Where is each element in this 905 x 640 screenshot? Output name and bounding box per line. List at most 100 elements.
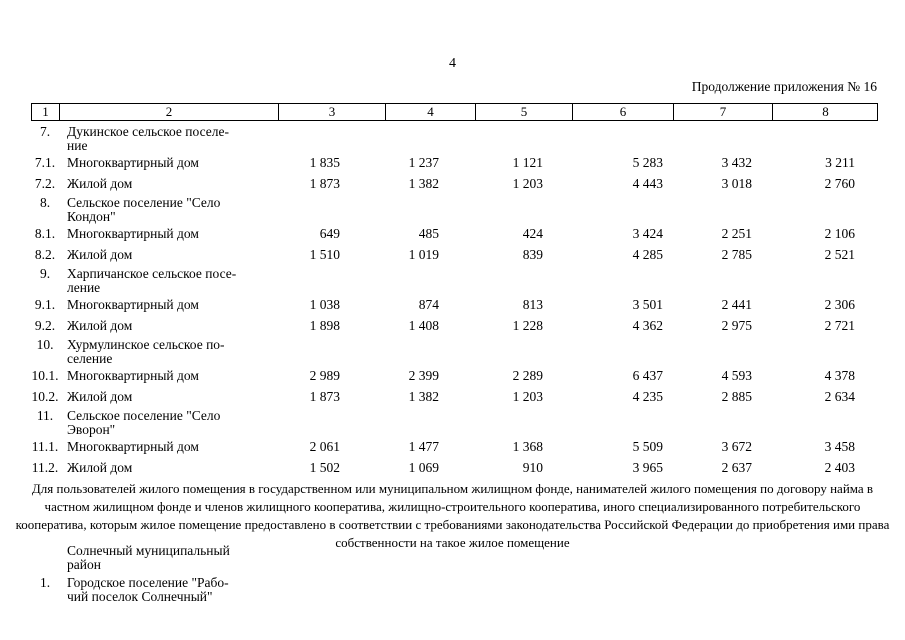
- row-label: Жилой дом: [67, 247, 133, 262]
- row-value: 3 458: [824, 439, 855, 454]
- row-value: 5 283: [632, 155, 663, 170]
- row-value: [772, 125, 877, 153]
- row-label: Многоквартирный дом: [67, 155, 199, 170]
- row-value: 2 885: [721, 389, 752, 404]
- row-value: 649: [319, 226, 340, 241]
- row-label: Жилой дом: [67, 176, 133, 191]
- row-value: [475, 196, 572, 224]
- row-value: 4 362: [632, 318, 663, 333]
- list-item-number: 1.: [39, 575, 51, 590]
- table-row: 8. Сельское поселение "Село Кондон": [31, 196, 877, 224]
- list-item-label: Солнечный муниципальный район: [67, 543, 230, 572]
- row-value: 1 019: [408, 247, 439, 262]
- row-label: Дукинское сельское поселе- ние: [67, 124, 229, 153]
- list-item-number: [31, 544, 59, 572]
- row-value: 2 399: [408, 368, 439, 383]
- row-value: 1 898: [309, 318, 340, 333]
- header-cell: 4: [386, 104, 476, 120]
- row-value: 4 235: [632, 389, 663, 404]
- row-value: [772, 196, 877, 224]
- row-value: 839: [522, 247, 543, 262]
- continuation-note: Продолжение приложения № 16: [691, 79, 877, 94]
- row-value: 3 018: [721, 176, 752, 191]
- row-value: [572, 338, 673, 366]
- row-value: [475, 125, 572, 153]
- row-value: 5 509: [632, 439, 663, 454]
- row-value: 2 721: [824, 318, 855, 333]
- row-value: [385, 338, 475, 366]
- row-label: Многоквартирный дом: [67, 226, 199, 241]
- row-value: 2 061: [309, 439, 340, 454]
- table-row: 11. Сельское поселение "Село Эворон": [31, 409, 877, 437]
- footnote-paragraph: Для пользователей жилого помещения в гос…: [15, 481, 890, 550]
- row-value: [278, 409, 385, 437]
- row-value: [572, 125, 673, 153]
- row-value: 4 378: [824, 368, 855, 383]
- row-value: 3 424: [632, 226, 663, 241]
- row-value: 2 637: [721, 460, 752, 475]
- table-row: 11.2. Жилой дом 1 502 1 069 910 3 965 2 637 2 4…: [31, 461, 877, 475]
- header-cell: 6: [573, 104, 674, 120]
- row-value: 1 873: [309, 176, 340, 191]
- row-value: 2 306: [824, 297, 855, 312]
- row-value: 1 502: [309, 460, 340, 475]
- row-label: Многоквартирный дом: [67, 297, 199, 312]
- table-row: 9.1. Многоквартирный дом 1 038 874 813 3 501 2…: [31, 298, 877, 312]
- row-value: [475, 409, 572, 437]
- bottom-list: Солнечный муниципальный район 1. Городское…: [31, 544, 877, 608]
- row-value: 1 382: [408, 176, 439, 191]
- row-value: [673, 267, 772, 295]
- table-row: 8.2. Жилой дом 1 510 1 019 839 4 285 2 785 2 52…: [31, 248, 877, 262]
- row-value: [385, 125, 475, 153]
- row-value: [572, 267, 673, 295]
- row-value: 1 228: [512, 318, 543, 333]
- row-label: Сельское поселение "Село Кондон": [67, 195, 221, 224]
- row-value: [673, 409, 772, 437]
- row-label: Жилой дом: [67, 318, 133, 333]
- table-row: 10. Хурмулинское сельское по- селение: [31, 338, 877, 366]
- table-row: 9. Харпичанское сельское посе- ление: [31, 267, 877, 295]
- row-value: [475, 267, 572, 295]
- row-number: 11.2.: [31, 460, 59, 475]
- row-value: 2 441: [721, 297, 752, 312]
- row-number: 11.: [36, 408, 54, 423]
- header-cell: 8: [822, 104, 829, 119]
- row-value: 1 408: [408, 318, 439, 333]
- row-value: [572, 196, 673, 224]
- row-number: 10.2.: [31, 389, 59, 404]
- row-value: 2 989: [309, 368, 340, 383]
- list-item: Солнечный муниципальный район: [31, 544, 877, 572]
- table-body: 7. Дукинское сельское поселе- ние 7.1. Мног…: [31, 125, 877, 475]
- row-number: 9.2.: [34, 318, 56, 333]
- row-value: [475, 338, 572, 366]
- row-number: 7.1.: [34, 155, 56, 170]
- page-number: 4: [449, 56, 456, 71]
- row-value: 6 437: [632, 368, 663, 383]
- row-number: 10.1.: [31, 368, 59, 383]
- row-value: 4 593: [721, 368, 752, 383]
- row-label: Сельское поселение "Село Эворон": [67, 408, 221, 437]
- header-cell: 2: [60, 104, 279, 120]
- table-row: 7.2. Жилой дом 1 873 1 382 1 203 4 443 3 018 2 …: [31, 177, 877, 191]
- row-number: 8.: [39, 195, 51, 210]
- row-value: 4 285: [632, 247, 663, 262]
- table-row: 11.1. Многоквартирный дом 2 061 1 477 1 368 5…: [31, 440, 877, 454]
- row-value: [772, 409, 877, 437]
- row-value: 2 521: [824, 247, 855, 262]
- row-label: Харпичанское сельское посе- ление: [67, 266, 237, 295]
- row-value: [572, 409, 673, 437]
- row-value: [673, 196, 772, 224]
- row-value: [278, 196, 385, 224]
- header-cell: 1: [32, 104, 60, 120]
- header-cell: 3: [279, 104, 386, 120]
- row-value: 4 443: [632, 176, 663, 191]
- row-number: 7.: [39, 124, 51, 139]
- row-label: Многоквартирный дом: [67, 439, 199, 454]
- row-value: [772, 338, 877, 366]
- row-value: 1 203: [512, 389, 543, 404]
- row-value: [278, 338, 385, 366]
- row-value: [278, 267, 385, 295]
- row-value: 1 203: [512, 176, 543, 191]
- row-value: 3 432: [721, 155, 752, 170]
